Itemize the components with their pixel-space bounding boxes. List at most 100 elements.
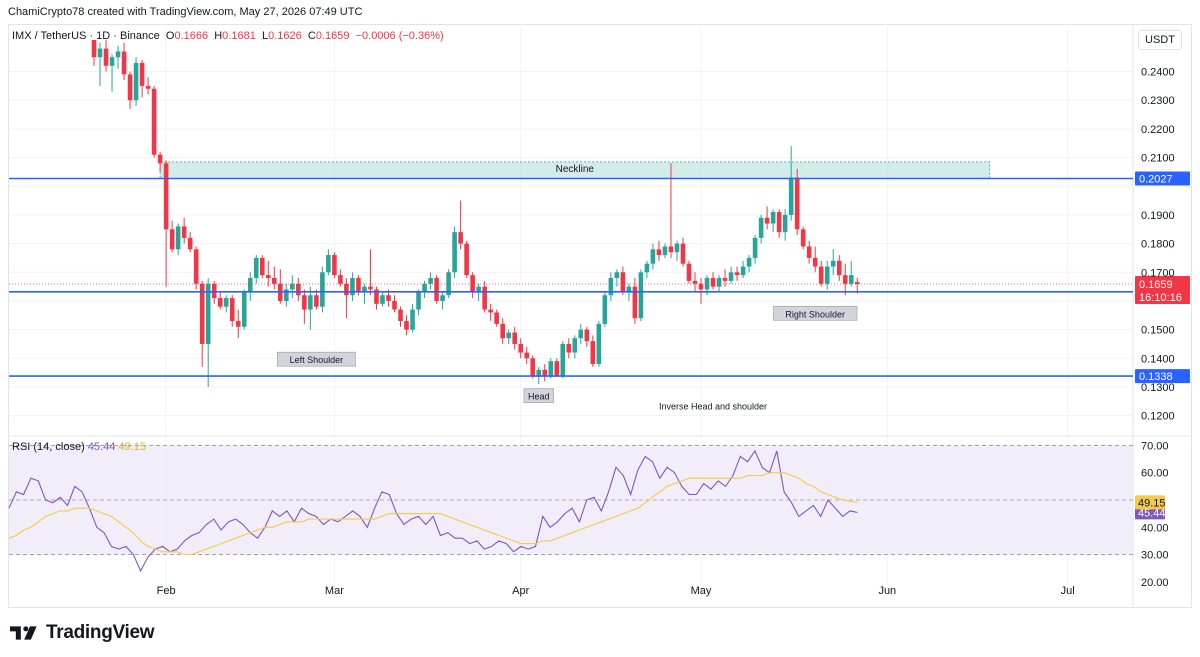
candle-body[interactable] — [800, 229, 806, 247]
candle-body[interactable] — [320, 272, 325, 307]
candle-body[interactable] — [440, 295, 445, 301]
candle-body[interactable] — [139, 62, 145, 86]
candle-body[interactable] — [253, 257, 259, 279]
candle-body[interactable] — [127, 74, 133, 101]
candle-body[interactable] — [223, 298, 229, 307]
candle-body[interactable] — [482, 286, 487, 310]
candle-body[interactable] — [854, 282, 860, 285]
candle-body[interactable] — [656, 249, 662, 256]
candle-body[interactable] — [380, 295, 385, 304]
candle-body[interactable] — [620, 272, 626, 293]
currency-button[interactable]: USDT — [1138, 30, 1182, 50]
candle-body[interactable] — [512, 332, 517, 344]
candle-body[interactable] — [464, 243, 469, 276]
candle-body[interactable] — [530, 358, 536, 376]
candle-body[interactable] — [704, 278, 710, 290]
candle-body[interactable] — [590, 341, 596, 365]
candle-body[interactable] — [404, 321, 409, 330]
candle-body[interactable] — [91, 37, 97, 58]
candle-body[interactable] — [692, 280, 698, 284]
candle-body[interactable] — [722, 278, 728, 281]
candle-body[interactable] — [632, 286, 638, 319]
candle-body[interactable] — [470, 275, 475, 293]
candle-body[interactable] — [145, 85, 151, 89]
candle-body[interactable] — [181, 226, 187, 238]
symbol-name[interactable]: IMX / TetherUS · 1D · Binance — [12, 30, 160, 42]
candle-body[interactable] — [806, 246, 812, 258]
candle-body[interactable] — [103, 48, 109, 66]
candle-body[interactable] — [235, 321, 241, 327]
candle-body[interactable] — [163, 163, 169, 230]
candle-body[interactable] — [578, 329, 584, 339]
candle-body[interactable] — [446, 272, 451, 296]
ticker-legend[interactable]: IMX / TetherUS · 1D · Binance O0.1666 H0… — [12, 30, 444, 42]
candle-body[interactable] — [776, 212, 782, 233]
candle-body[interactable] — [500, 323, 505, 339]
candle-body[interactable] — [193, 249, 199, 284]
candle-body[interactable] — [728, 272, 734, 281]
candle-body[interactable] — [205, 283, 211, 344]
candle-body[interactable] — [476, 286, 481, 293]
candle-body[interactable] — [548, 361, 554, 376]
candle-body[interactable] — [157, 154, 163, 164]
pattern-label-box[interactable] — [773, 305, 858, 321]
candle-body[interactable] — [175, 226, 181, 250]
candle-body[interactable] — [764, 217, 770, 224]
candle-body[interactable] — [596, 323, 602, 365]
candle-body[interactable] — [560, 343, 566, 376]
candle-body[interactable] — [842, 275, 848, 284]
candle-body[interactable] — [518, 343, 524, 353]
candle-body[interactable] — [241, 292, 247, 327]
candle-body[interactable] — [458, 232, 463, 244]
candle-body[interactable] — [247, 278, 253, 293]
candle-body[interactable] — [566, 343, 572, 353]
candle-body[interactable] — [109, 57, 115, 66]
candle-body[interactable] — [638, 272, 644, 319]
candle-body[interactable] — [602, 295, 608, 324]
candle-body[interactable] — [416, 292, 421, 310]
candle-body[interactable] — [97, 48, 103, 58]
candle-body[interactable] — [392, 300, 397, 310]
candle-body[interactable] — [494, 312, 499, 324]
candle-body[interactable] — [356, 278, 361, 293]
candle-body[interactable] — [608, 278, 614, 296]
candle-body[interactable] — [698, 283, 704, 290]
candle-body[interactable] — [668, 246, 674, 253]
candle-body[interactable] — [746, 257, 752, 267]
candle-body[interactable] — [434, 278, 439, 301]
rsi-title[interactable]: RSI (14, close) — [12, 441, 85, 453]
candle-body[interactable] — [506, 332, 511, 339]
candle-body[interactable] — [326, 255, 331, 273]
candle-body[interactable] — [368, 286, 373, 290]
candle-body[interactable] — [758, 217, 764, 238]
candle-body[interactable] — [452, 232, 457, 273]
candle-body[interactable] — [626, 286, 632, 293]
candle-body[interactable] — [115, 51, 121, 58]
candle-body[interactable] — [662, 246, 668, 256]
candle-body[interactable] — [572, 338, 578, 353]
candle-body[interactable] — [710, 278, 716, 287]
candle-body[interactable] — [332, 255, 337, 276]
candle-body[interactable] — [398, 309, 403, 322]
candle-body[interactable] — [344, 283, 349, 296]
candle-body[interactable] — [229, 298, 235, 322]
candle-body[interactable] — [788, 177, 794, 215]
candle-body[interactable] — [296, 283, 301, 296]
candle-body[interactable] — [265, 275, 271, 279]
candle-body[interactable] — [824, 266, 830, 284]
candle-body[interactable] — [187, 237, 193, 250]
candle-body[interactable] — [211, 283, 217, 299]
candle-body[interactable] — [121, 51, 127, 75]
candle-body[interactable] — [217, 298, 223, 307]
candle-body[interactable] — [542, 369, 548, 376]
candle-body[interactable] — [272, 278, 277, 284]
candle-body[interactable] — [133, 62, 139, 101]
candle-body[interactable] — [770, 212, 776, 224]
candle-body[interactable] — [524, 352, 530, 359]
candle-body[interactable] — [386, 295, 391, 301]
candle-body[interactable] — [818, 266, 824, 284]
candle-body[interactable] — [428, 278, 433, 284]
candle-body[interactable] — [488, 309, 493, 313]
candle-body[interactable] — [422, 283, 427, 293]
candle-body[interactable] — [848, 275, 854, 284]
